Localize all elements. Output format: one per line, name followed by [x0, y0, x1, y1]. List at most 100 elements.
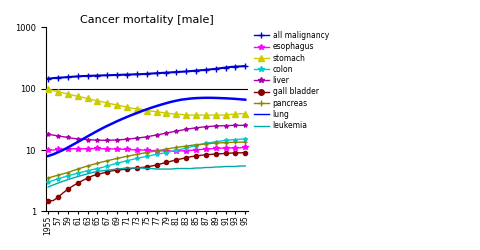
- esophagus: [95, 147, 100, 150]
- gall bladder: [188, 155, 194, 158]
- lung: [223, 97, 228, 100]
- liver: [223, 124, 228, 127]
- colon: [208, 141, 214, 144]
- all malignancy: [109, 74, 115, 76]
- gall bladder: [213, 152, 218, 156]
- gall bladder: [228, 152, 233, 155]
- pancreas: [119, 156, 125, 159]
- leukemia: [154, 168, 159, 170]
- gall bladder: [70, 184, 76, 188]
- leukemia: [90, 171, 96, 174]
- colon: [119, 160, 125, 164]
- esophagus: [228, 146, 233, 150]
- esophagus: [154, 149, 159, 152]
- gall bladder: [129, 167, 135, 170]
- lung: [84, 135, 90, 138]
- Line: liver: liver: [46, 123, 247, 142]
- lung: [119, 118, 125, 120]
- gall bladder: [144, 166, 150, 168]
- stomach: [179, 113, 184, 116]
- liver: [193, 126, 199, 129]
- lung: [168, 100, 174, 103]
- stomach: [65, 92, 71, 96]
- pancreas: [144, 151, 150, 154]
- colon: [50, 179, 56, 182]
- pancreas: [129, 154, 135, 157]
- esophagus: [223, 146, 228, 150]
- liver: [95, 138, 100, 141]
- gall bladder: [119, 168, 125, 171]
- pancreas: [193, 143, 199, 146]
- lung: [45, 154, 51, 158]
- stomach: [223, 114, 228, 116]
- lung: [149, 106, 155, 109]
- all malignancy: [183, 70, 189, 73]
- all malignancy: [129, 73, 135, 76]
- leukemia: [149, 167, 155, 170]
- stomach: [55, 90, 61, 93]
- Line: stomach: stomach: [46, 86, 248, 118]
- colon: [60, 176, 66, 179]
- esophagus: [129, 148, 135, 151]
- lung: [183, 98, 189, 100]
- lung: [179, 98, 184, 101]
- lung: [238, 98, 243, 101]
- pancreas: [139, 152, 144, 155]
- stomach: [114, 104, 120, 106]
- leukemia: [65, 178, 71, 181]
- lung: [114, 120, 120, 123]
- stomach: [139, 108, 144, 111]
- leukemia: [232, 165, 238, 168]
- leukemia: [203, 166, 209, 169]
- all malignancy: [134, 73, 140, 76]
- gall bladder: [90, 174, 96, 177]
- colon: [84, 169, 90, 172]
- leukemia: [179, 167, 184, 170]
- gall bladder: [183, 156, 189, 159]
- lung: [129, 114, 135, 116]
- leukemia: [188, 167, 194, 170]
- pancreas: [80, 166, 85, 169]
- gall bladder: [154, 164, 159, 166]
- esophagus: [232, 146, 238, 149]
- pancreas: [134, 153, 140, 156]
- stomach: [168, 112, 174, 115]
- colon: [95, 167, 100, 170]
- leukemia: [84, 172, 90, 175]
- gall bladder: [95, 173, 100, 176]
- all malignancy: [60, 76, 66, 79]
- stomach: [183, 114, 189, 116]
- all malignancy: [208, 68, 214, 71]
- esophagus: [179, 149, 184, 152]
- esophagus: [45, 148, 51, 152]
- stomach: [173, 113, 179, 116]
- stomach: [198, 114, 204, 116]
- lung: [105, 124, 110, 127]
- gall bladder: [179, 157, 184, 160]
- esophagus: [84, 147, 90, 150]
- colon: [232, 138, 238, 141]
- all malignancy: [164, 71, 169, 74]
- lung: [218, 96, 224, 100]
- stomach: [129, 107, 135, 110]
- lung: [188, 97, 194, 100]
- liver: [55, 134, 61, 137]
- pancreas: [238, 141, 243, 144]
- lung: [228, 97, 233, 100]
- esophagus: [193, 148, 199, 152]
- lung: [198, 96, 204, 100]
- pancreas: [179, 145, 184, 148]
- liver: [134, 137, 140, 140]
- leukemia: [75, 175, 81, 178]
- all malignancy: [114, 74, 120, 76]
- lung: [95, 130, 100, 132]
- leukemia: [99, 169, 105, 172]
- liver: [232, 124, 238, 127]
- colon: [193, 144, 199, 147]
- gall bladder: [65, 188, 71, 191]
- all malignancy: [45, 77, 51, 80]
- lung: [242, 98, 248, 101]
- colon: [45, 181, 51, 184]
- pancreas: [183, 144, 189, 148]
- colon: [139, 156, 144, 159]
